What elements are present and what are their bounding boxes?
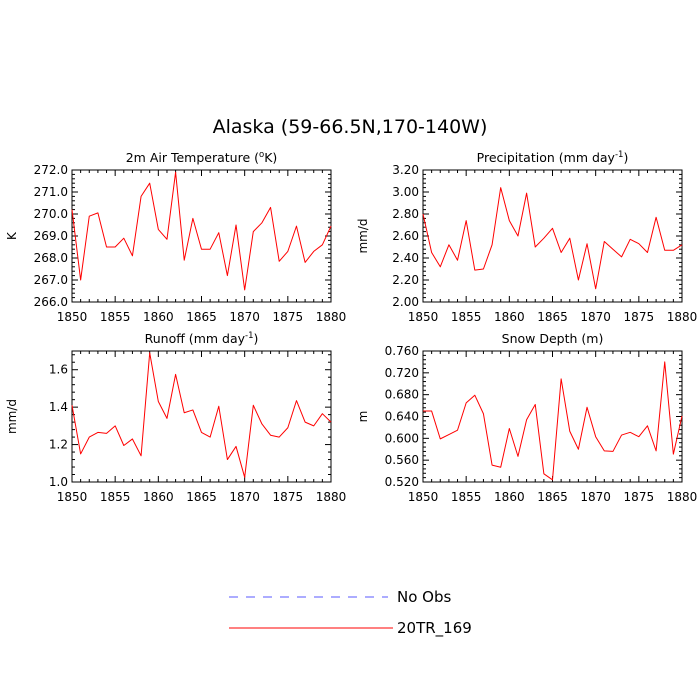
series-line-20tr-169 <box>423 361 683 481</box>
y-axis-label: K <box>5 231 19 240</box>
y-tick-label: 2.60 <box>392 229 419 243</box>
y-tick-label: 0.600 <box>385 431 419 445</box>
y-tick-label: 0.640 <box>385 410 419 424</box>
panel-title-text: Precipitation (mm day <box>477 150 616 165</box>
y-tick-label: 0.680 <box>385 388 419 402</box>
x-tick-label: 1860 <box>494 310 525 324</box>
figure-title: Alaska (59-66.5N,170-140W) <box>213 116 488 138</box>
x-tick-label: 1880 <box>667 490 698 504</box>
x-tick-label: 1875 <box>273 490 304 504</box>
plot-frame <box>71 350 332 483</box>
x-tick-label: 1870 <box>580 310 611 324</box>
panel-title-text: Runoff (mm day <box>145 331 246 346</box>
panel-title-tail: ) <box>623 150 628 165</box>
y-tick-label: 0.760 <box>385 344 419 358</box>
y-tick-label: 269.0 <box>34 229 68 243</box>
panel-title: Runoff (mm day-1) <box>145 331 259 346</box>
series-line-20tr-169 <box>71 352 332 478</box>
x-tick-label: 1850 <box>408 310 439 324</box>
x-tick-label: 1855 <box>451 490 482 504</box>
x-tick-label: 1855 <box>451 310 482 324</box>
panel-title-superscript: -1 <box>245 331 253 341</box>
series-line-20tr-169 <box>422 187 683 290</box>
panel-title-superscript: o <box>259 150 264 160</box>
y-axis-label: mm/d <box>356 218 370 253</box>
x-tick-label: 1875 <box>273 310 304 324</box>
x-tick-label: 1850 <box>57 490 88 504</box>
y-tick-label: 2.80 <box>392 207 419 221</box>
y-tick-label: 0.520 <box>385 475 419 489</box>
x-tick-label: 1865 <box>537 490 568 504</box>
x-tick-label: 1860 <box>143 490 174 504</box>
x-tick-label: 1850 <box>57 310 88 324</box>
x-tick-label: 1865 <box>186 310 217 324</box>
legend-label-20tr-169: 20TR_169 <box>397 619 472 638</box>
series-line-20tr-169 <box>71 171 332 291</box>
y-tick-label: 1.2 <box>49 438 68 452</box>
panels: 2m Air Temperature (oK) K 1850 1855 1860 1865… <box>5 150 697 504</box>
panel-title-superscript: -1 <box>615 150 623 160</box>
y-tick-label: 267.0 <box>34 273 68 287</box>
x-tick-label: 1860 <box>143 310 174 324</box>
y-tick-label: 270.0 <box>34 207 68 221</box>
panel-title: 2m Air Temperature (oK) <box>126 150 278 165</box>
y-tick-label: 272.0 <box>34 163 68 177</box>
panel-3: Runoff (mm day-1) mm/d 1850 1855 1860 1865 187… <box>5 331 346 504</box>
x-tick-label: 1870 <box>229 490 260 504</box>
y-tick-label: 266.0 <box>34 295 68 309</box>
panel-4: Snow Depth (m) m 1850 1855 1860 1865 1870 1875 1… <box>356 331 697 504</box>
x-tick-label: 1880 <box>316 310 347 324</box>
y-axis-label: m <box>356 411 370 423</box>
y-tick-label: 2.20 <box>392 273 419 287</box>
panel-title-tail: ) <box>254 331 259 346</box>
y-axis-label: mm/d <box>5 399 19 434</box>
x-tick-label: 1875 <box>624 310 655 324</box>
x-tick-label: 1865 <box>537 310 568 324</box>
plot-frame <box>71 169 332 303</box>
x-tick-label: 1875 <box>624 490 655 504</box>
y-tick-label: 0.720 <box>385 366 419 380</box>
panel-2: Precipitation (mm day-1) mm/d 1850 1855 1860… <box>356 150 697 324</box>
y-tick-label: 271.0 <box>34 185 68 199</box>
x-tick-label: 1850 <box>408 490 439 504</box>
y-tick-label: 1.6 <box>49 363 68 377</box>
x-tick-label: 1880 <box>667 310 698 324</box>
y-tick-label: 3.20 <box>392 163 419 177</box>
panel-title-text: Snow Depth (m) <box>502 331 604 346</box>
y-tick-label: 1.4 <box>49 400 68 414</box>
y-tick-label: 1.0 <box>49 475 68 489</box>
y-tick-label: 3.00 <box>392 185 419 199</box>
y-tick-label: 2.00 <box>392 295 419 309</box>
legend: No Obs 20TR_169 <box>229 588 472 638</box>
panel-title: Precipitation (mm day-1) <box>477 150 629 165</box>
y-tick-label: 0.560 <box>385 453 419 467</box>
legend-label-no-obs: No Obs <box>397 588 451 606</box>
plot-frame <box>422 169 683 303</box>
panel-title-tail: K) <box>264 150 277 165</box>
x-tick-label: 1880 <box>316 490 347 504</box>
x-tick-label: 1860 <box>494 490 525 504</box>
panel-1: 2m Air Temperature (oK) K 1850 1855 1860 1865… <box>5 150 346 324</box>
y-tick-label: 2.40 <box>392 251 419 265</box>
x-tick-label: 1870 <box>580 490 611 504</box>
x-tick-label: 1865 <box>186 490 217 504</box>
x-tick-label: 1855 <box>100 310 131 324</box>
panel-title-text: 2m Air Temperature ( <box>126 150 259 165</box>
y-tick-label: 268.0 <box>34 251 68 265</box>
panel-title: Snow Depth (m) <box>502 331 604 346</box>
x-tick-label: 1870 <box>229 310 260 324</box>
x-tick-label: 1855 <box>100 490 131 504</box>
